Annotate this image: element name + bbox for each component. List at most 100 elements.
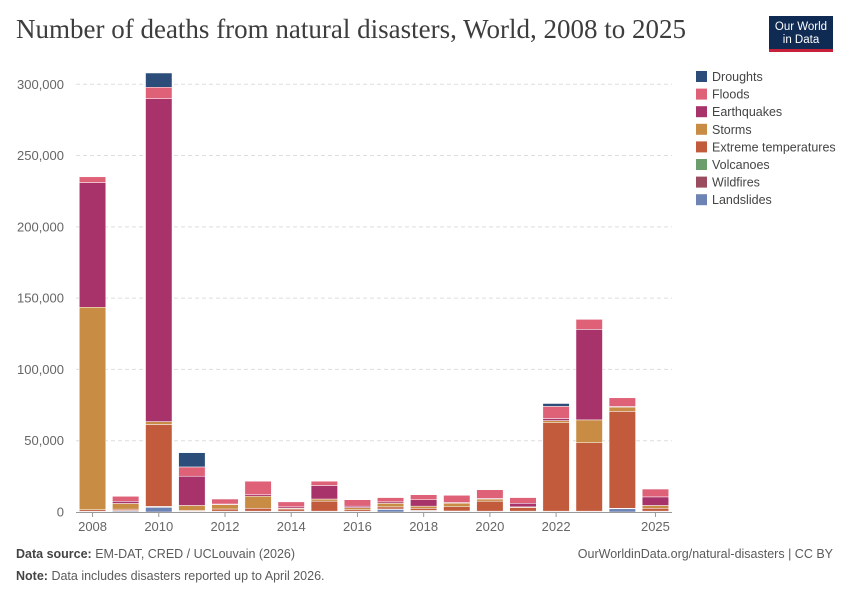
- bar-segment[interactable]: [641, 488, 669, 498]
- bar-segment[interactable]: [476, 500, 504, 512]
- data-source-label: Data source:: [16, 547, 92, 561]
- x-tick-label: 2016: [343, 519, 372, 534]
- bar-segment[interactable]: [145, 87, 173, 99]
- bar-segment[interactable]: [542, 418, 570, 421]
- bar-segment[interactable]: [112, 501, 140, 504]
- bar-segment[interactable]: [277, 501, 305, 508]
- legend: Droughts Floods Earthquakes Storms Extreme t…: [696, 70, 836, 207]
- x-tick-label: 2012: [211, 519, 240, 534]
- bar-segment[interactable]: [641, 496, 669, 506]
- legend-swatch: [696, 106, 707, 118]
- y-tick-label: 50,000: [24, 433, 64, 448]
- bar-segment[interactable]: [410, 499, 438, 507]
- y-tick-label: 250,000: [17, 148, 64, 163]
- bar-segment[interactable]: [410, 494, 438, 500]
- bar-segment[interactable]: [542, 422, 570, 512]
- data-source: Data source: EM-DAT, CRED / UCLouvain (2…: [16, 547, 295, 561]
- legend-label[interactable]: Floods: [712, 88, 750, 102]
- legend-label[interactable]: Extreme temperatures: [712, 140, 836, 154]
- bar-segment[interactable]: [310, 485, 338, 500]
- legend-label[interactable]: Volcanoes: [712, 158, 770, 172]
- legend-swatch: [696, 88, 707, 100]
- bar-segment[interactable]: [310, 500, 338, 512]
- x-tick-label: 2018: [409, 519, 438, 534]
- bar-segment[interactable]: [509, 507, 537, 512]
- bar-segment[interactable]: [145, 506, 173, 513]
- chart-title: Number of deaths from natural disasters,…: [16, 14, 686, 44]
- legend-label[interactable]: Wildfires: [712, 176, 760, 190]
- data-note: Note: Data includes disasters reported u…: [16, 569, 325, 583]
- data-source-text: EM-DAT, CRED / UCLouvain (2026): [95, 547, 296, 561]
- bar-segment[interactable]: [79, 182, 107, 308]
- y-tick-label: 150,000: [17, 291, 64, 306]
- bar-segment[interactable]: [244, 480, 272, 495]
- bar-segment[interactable]: [343, 499, 371, 507]
- bar-segment[interactable]: [443, 495, 471, 503]
- bar-segment[interactable]: [145, 421, 173, 425]
- source-link[interactable]: OurWorldinData.org/natural-disasters | C…: [577, 547, 833, 561]
- logo-line-2: in Data: [782, 34, 820, 46]
- legend-label[interactable]: Droughts: [712, 70, 763, 84]
- bar-segment[interactable]: [377, 506, 405, 510]
- legend-swatch: [696, 159, 707, 170]
- bar-segment[interactable]: [542, 403, 570, 407]
- x-tick-label: 2020: [475, 519, 504, 534]
- bar-segment[interactable]: [178, 475, 206, 506]
- bar-segment[interactable]: [608, 406, 636, 412]
- bar-segment[interactable]: [145, 424, 173, 507]
- bar-segment[interactable]: [575, 319, 603, 330]
- bar-segment[interactable]: [443, 502, 471, 507]
- bar-segment[interactable]: [608, 411, 636, 509]
- bar-segment[interactable]: [410, 505, 438, 509]
- bar-segment[interactable]: [476, 489, 504, 499]
- bar-segment[interactable]: [641, 508, 669, 512]
- bar-segment[interactable]: [112, 503, 140, 510]
- bar-segment[interactable]: [178, 452, 206, 468]
- bar-segment[interactable]: [377, 497, 405, 503]
- logo-line-1: Our World: [774, 21, 828, 33]
- bar-segment[interactable]: [575, 442, 603, 512]
- bar-segment[interactable]: [211, 504, 239, 510]
- bar-segment[interactable]: [343, 507, 371, 510]
- legend-label[interactable]: Storms: [712, 123, 752, 137]
- bar-segment[interactable]: [211, 498, 239, 505]
- legend-swatch: [696, 141, 707, 153]
- bar-segment[interactable]: [79, 307, 107, 510]
- bar-segment[interactable]: [310, 480, 338, 486]
- bar-segment[interactable]: [575, 419, 603, 443]
- legend-swatch: [696, 71, 707, 82]
- bar-segment[interactable]: [310, 498, 338, 502]
- bar-segment[interactable]: [443, 506, 471, 512]
- legend-label[interactable]: Earthquakes: [712, 105, 782, 119]
- bar-segment[interactable]: [509, 497, 537, 504]
- bar-segment[interactable]: [277, 508, 305, 512]
- gridlines: [76, 83, 672, 442]
- bar-segment[interactable]: [542, 406, 570, 419]
- bar-segment[interactable]: [410, 508, 438, 511]
- bar-segment[interactable]: [476, 498, 504, 502]
- bar-segment[interactable]: [211, 508, 239, 512]
- bar-segment[interactable]: [244, 508, 272, 512]
- x-axis: 2008 2010 2012 2014 2016 2018 2020 2022 2025: [76, 512, 672, 534]
- bar-segment[interactable]: [112, 496, 140, 502]
- y-tick-label: 300,000: [17, 77, 64, 92]
- bar-segment[interactable]: [509, 503, 537, 508]
- owid-logo[interactable]: Our World in Data: [769, 16, 833, 52]
- bar-segment[interactable]: [145, 72, 173, 88]
- bar-segment[interactable]: [377, 503, 405, 508]
- bar-segment[interactable]: [79, 176, 107, 183]
- bar-segment[interactable]: [244, 495, 272, 509]
- bar-segment[interactable]: [178, 466, 206, 477]
- bar-segment[interactable]: [608, 397, 636, 407]
- legend-swatch: [696, 176, 707, 188]
- legend-label[interactable]: Landslides: [712, 193, 772, 207]
- legend-swatch: [696, 123, 707, 135]
- bar-segment[interactable]: [542, 420, 570, 423]
- x-tick-label: 2008: [78, 519, 107, 534]
- bar-segment[interactable]: [641, 505, 669, 509]
- bar-segment[interactable]: [145, 98, 173, 422]
- y-tick-label: 200,000: [17, 219, 64, 234]
- bar-segment[interactable]: [575, 329, 603, 421]
- bar-segment[interactable]: [178, 505, 206, 511]
